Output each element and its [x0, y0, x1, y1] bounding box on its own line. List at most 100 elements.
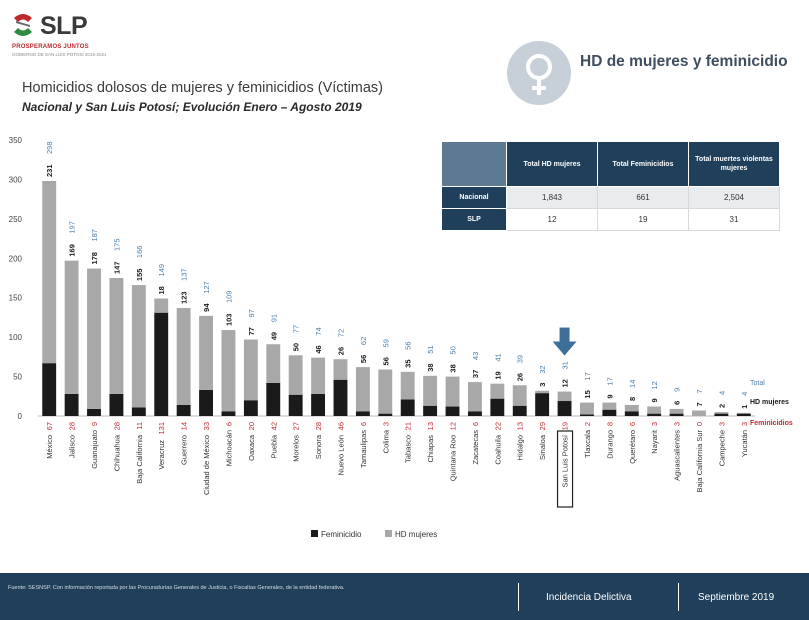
bar-hd-mujeres [557, 391, 572, 402]
bar-fem-label: 3 [650, 422, 659, 426]
bar-fem-label: 3 [717, 422, 726, 426]
logo-tagline: PROSPERAMOS JUNTOS [12, 44, 89, 50]
category-label: Baja California [135, 434, 144, 484]
bar-feminicidio [535, 393, 550, 416]
summary-header: Total muertes violentas mujeres [688, 141, 780, 187]
highlight-box [556, 430, 574, 508]
bar-hd-mujeres [714, 412, 729, 414]
bar-feminicidio [64, 393, 79, 416]
bar-hd-label: 231 [45, 164, 54, 177]
bar-hd-label: 6 [673, 401, 682, 405]
bar-total-label: 17 [605, 377, 614, 385]
bar-hd-label: 94 [202, 303, 211, 312]
category-label: Zacatecas [471, 430, 480, 465]
bar-feminicidio [512, 405, 527, 416]
bar-fem-label: 11 [135, 422, 144, 430]
y-tick-label: 100 [9, 333, 23, 342]
category-label: Colima [381, 429, 390, 453]
bar-hd-mujeres [87, 268, 101, 409]
bar-feminicidio [445, 406, 460, 416]
bar-feminicidio [176, 404, 191, 416]
bar-feminicidio [131, 407, 146, 416]
bar-fem-label: 28 [68, 422, 77, 430]
bar-fem-label: 12 [449, 422, 458, 430]
summary-cell: 12 [506, 208, 598, 231]
bar-feminicidio [669, 413, 684, 416]
summary-cell: 19 [597, 208, 689, 231]
bar-hd-mujeres [311, 357, 326, 394]
category-label: Tabasco [404, 435, 413, 463]
category-label: Morelos [292, 435, 301, 462]
bar-feminicidio [378, 413, 393, 416]
category-label: Nuevo León [336, 435, 345, 475]
category-label: Sinaloa [538, 434, 547, 460]
summary-cell: 661 [597, 186, 689, 209]
bar-total-label: 298 [45, 141, 54, 154]
bar-hd-mujeres [400, 371, 415, 400]
bar-fem-label: 33 [202, 422, 211, 430]
bar-hd-label: 38 [426, 363, 435, 371]
bar-hd-label: 49 [269, 332, 278, 340]
category-label: Guanajuato [90, 430, 99, 469]
bar-fem-label: 6 [628, 422, 637, 426]
bar-fem-label: 8 [605, 422, 614, 426]
bar-hd-mujeres [243, 339, 258, 401]
category-label: México [45, 435, 54, 459]
bar-total-label: 14 [628, 380, 637, 388]
bar-hd-label: 77 [247, 327, 256, 335]
bar-feminicidio [243, 400, 258, 416]
bar-fem-label: 0 [695, 422, 704, 426]
bar-hd-mujeres [378, 369, 393, 414]
legend-label: Feminicidio [321, 530, 362, 539]
bar-hd-mujeres [490, 383, 505, 399]
bar-feminicidio [355, 411, 370, 416]
bar-hd-label: 35 [404, 359, 413, 367]
row-label-hd: HD mujeres [750, 399, 789, 406]
bar-fem-label: 20 [247, 422, 256, 430]
bar-hd-label: 37 [471, 370, 480, 378]
badge-circle [507, 41, 571, 105]
bar-feminicidio [333, 379, 348, 416]
bar-feminicidio [109, 393, 124, 416]
summary-row-label: Nacional [441, 186, 507, 209]
category-label: Chihuahua [112, 434, 121, 471]
highlight-arrow-head [552, 341, 577, 356]
bar-feminicidio [87, 408, 101, 416]
bar-total-label: 56 [404, 341, 413, 349]
summary-row-nacional: Nacional 1,843 661 2,504 [441, 186, 780, 209]
bar-hd-label: 50 [292, 343, 301, 351]
bar-total-label: 166 [135, 246, 144, 259]
bar-fem-label: 3 [740, 422, 749, 426]
bar-total-label: 32 [538, 365, 547, 373]
bar-hd-label: 12 [561, 379, 570, 387]
bar-fem-label: 29 [538, 422, 547, 430]
bar-feminicidio [266, 382, 281, 416]
bar-fem-label: 27 [292, 422, 301, 430]
bar-fem-label: 21 [404, 422, 413, 430]
bar-hd-mujeres [154, 298, 169, 313]
bar-feminicidio [467, 411, 482, 416]
bar-hd-label: 56 [381, 357, 390, 365]
bar-feminicidio [624, 411, 639, 416]
bar-feminicidio [714, 413, 729, 416]
footer-source-note: Fuente: SESNSP. Con información reportad… [8, 585, 345, 591]
bar-total-label: 31 [561, 361, 570, 369]
bar-total-label: 9 [673, 388, 682, 392]
bar-total-label: 197 [68, 221, 77, 234]
bar-fem-label: 3 [673, 422, 682, 426]
bar-total-label: 51 [426, 345, 435, 353]
bar-hd-mujeres [199, 315, 213, 390]
bar-hd-label: 147 [112, 261, 121, 274]
summary-cell: 31 [688, 208, 780, 231]
bar-hd-mujeres [624, 404, 639, 412]
category-label: Ciudad de México [202, 435, 211, 495]
bar-hd-label: 9 [650, 398, 659, 402]
bar-hd-mujeres [736, 412, 751, 414]
category-label: Hidalgo [516, 435, 525, 460]
bar-hd-mujeres [467, 382, 482, 412]
bar-hd-label: 169 [68, 244, 77, 257]
footer-divider [518, 583, 519, 611]
bar-fem-label: 6 [359, 422, 368, 426]
bar-feminicidio [400, 399, 415, 416]
footer-section: Incidencia Delictiva [546, 592, 632, 603]
